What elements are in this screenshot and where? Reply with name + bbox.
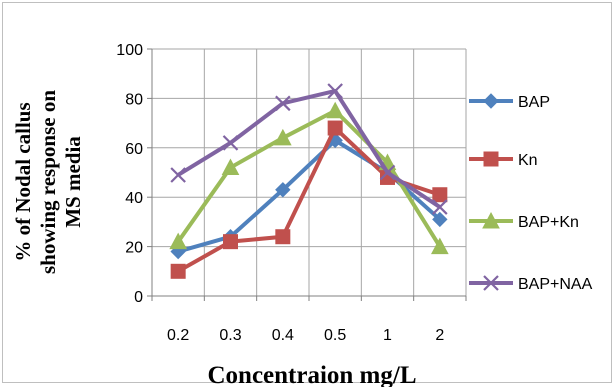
data-point-bap-kn: [221, 158, 240, 176]
legend-marker-bap-naa: [483, 275, 499, 291]
data-point-bap: [275, 182, 291, 198]
legend-item-kn: Kn: [469, 151, 538, 169]
x-tick-label: 0.3: [219, 327, 241, 344]
data-point-kn: [327, 120, 343, 136]
y-axis-ticks: 0 20 40 60 80 100: [116, 42, 152, 306]
legend-label: BAP: [518, 94, 550, 111]
data-point-bap-naa: [327, 83, 343, 99]
legend-marker-bap-kn: [482, 211, 500, 229]
y-axis-title-line-2: showing response on: [36, 90, 60, 274]
series-layer: [169, 83, 449, 279]
data-point-bap-kn: [326, 101, 344, 119]
y-tick-label: 0: [134, 289, 143, 306]
legend-marker-kn: [483, 151, 499, 167]
legend-item-bap: BAP: [469, 93, 550, 111]
legend-label: BAP+Kn: [518, 214, 579, 231]
data-point-bap-naa: [432, 199, 448, 215]
legend-marker-bap: [483, 93, 499, 109]
x-tick-label: 1: [383, 327, 392, 344]
x-tick-label: 0.5: [324, 327, 346, 344]
x-axis-ticks: 0.2 0.3 0.4 0.5 1 2: [151, 296, 467, 344]
data-point-bap-kn: [274, 128, 292, 146]
legend: BAP Kn BAP+Kn BAP+NAA: [469, 93, 593, 293]
y-axis-title-line-1: % of Nodal callus: [11, 102, 35, 261]
data-point-kn: [432, 187, 448, 203]
x-tick-label: 0.4: [272, 327, 294, 344]
y-tick-label: 40: [125, 190, 143, 207]
y-tick-label: 100: [116, 42, 143, 59]
legend-label: Kn: [518, 152, 538, 169]
legend-item-bap-naa: BAP+NAA: [469, 275, 593, 293]
x-axis-title: Concentraion mg/L: [207, 362, 416, 387]
legend-item-bap-kn: BAP+Kn: [469, 211, 579, 231]
series-bap-naa: [170, 83, 448, 215]
data-point-kn: [170, 263, 186, 279]
data-point-bap-naa: [222, 135, 239, 151]
data-point-bap: [432, 211, 448, 228]
chart-frame: [2, 2, 612, 383]
y-axis-title: % of Nodal callus showing response on MS…: [11, 90, 85, 274]
series-line-bap-naa: [177, 88, 441, 209]
x-tick-label: 0.2: [167, 327, 189, 344]
data-point-kn: [223, 234, 238, 250]
data-point-bap-kn: [431, 237, 449, 255]
data-point-bap-kn: [169, 232, 188, 250]
y-axis-title-line-3: MS media: [61, 136, 85, 228]
data-point-bap-naa: [379, 164, 396, 181]
data-point-kn: [275, 229, 291, 245]
y-tick-label: 60: [125, 141, 143, 158]
y-tick-label: 20: [125, 240, 143, 257]
data-point-bap-naa: [170, 167, 186, 183]
legend-label: BAP+NAA: [518, 276, 593, 293]
x-tick-label: 2: [435, 327, 444, 344]
y-tick-label: 80: [125, 91, 143, 108]
data-point-bap-naa: [275, 95, 291, 112]
